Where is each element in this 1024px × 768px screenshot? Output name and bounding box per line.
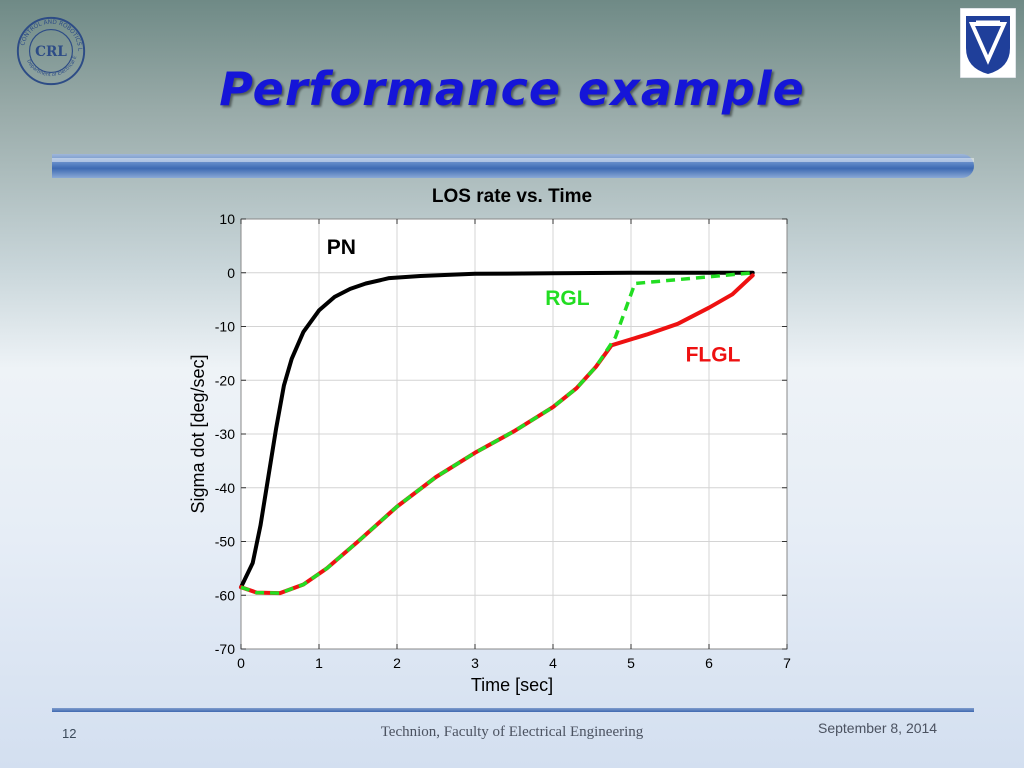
crl-logo: CONTROL AND ROBOTICS LAB Department of E…: [12, 12, 86, 86]
y-tick-label: -30: [215, 426, 235, 442]
y-tick-label: -40: [215, 480, 235, 496]
series-line-rgl: [240, 271, 753, 595]
x-tick-label: 6: [705, 655, 713, 671]
y-tick-label: -20: [215, 372, 235, 388]
grid: [241, 219, 787, 649]
x-axis-label: Time [sec]: [471, 675, 553, 695]
x-tick-label: 7: [783, 655, 791, 671]
x-tick-label: 0: [237, 655, 245, 671]
slide-number: 12: [62, 726, 77, 741]
series-group: [239, 270, 755, 596]
series-label-pn: PN: [327, 236, 356, 259]
title-rule: [52, 154, 974, 178]
footer-rule: [52, 708, 974, 712]
technion-logo: [960, 8, 1016, 78]
x-tick-label: 3: [471, 655, 479, 671]
x-tick-label: 1: [315, 655, 323, 671]
series-line-pn: [239, 270, 755, 590]
series-label-rgl: RGL: [545, 287, 590, 310]
slide-date: September 8, 2014: [818, 720, 938, 736]
y-tick-label: 0: [227, 265, 235, 281]
chart-title: LOS rate vs. Time: [432, 186, 592, 207]
series-labels: PN RGL FLGL: [327, 236, 741, 367]
slide-title: Performance example: [219, 62, 805, 116]
y-tick-label: -10: [215, 319, 235, 335]
y-tick-label: 10: [219, 211, 235, 227]
svg-text:CRL: CRL: [35, 44, 67, 60]
y-tick-label: -60: [215, 587, 235, 603]
x-tick-label: 2: [393, 655, 401, 671]
x-tick-label: 4: [549, 655, 557, 671]
series-label-flgl: FLGL: [686, 343, 741, 366]
ticks: 0 1 2 3 4 5 6 7 10 0 -10 -20 -30 -40 -50 -60 -70: [215, 211, 791, 671]
los-rate-chart: 0 1 2 3 4 5 6 7 10 0 -10 -20 -30 -40 -50 -60 -70 PN RGL FL…: [188, 186, 791, 695]
footer-text: Technion, Faculty of Electrical Engineer…: [380, 724, 644, 740]
x-tick-label: 5: [627, 655, 635, 671]
y-tick-label: -50: [215, 534, 235, 550]
y-axis-label: Sigma dot [deg/sec]: [188, 354, 208, 513]
y-tick-label: -70: [215, 641, 235, 657]
